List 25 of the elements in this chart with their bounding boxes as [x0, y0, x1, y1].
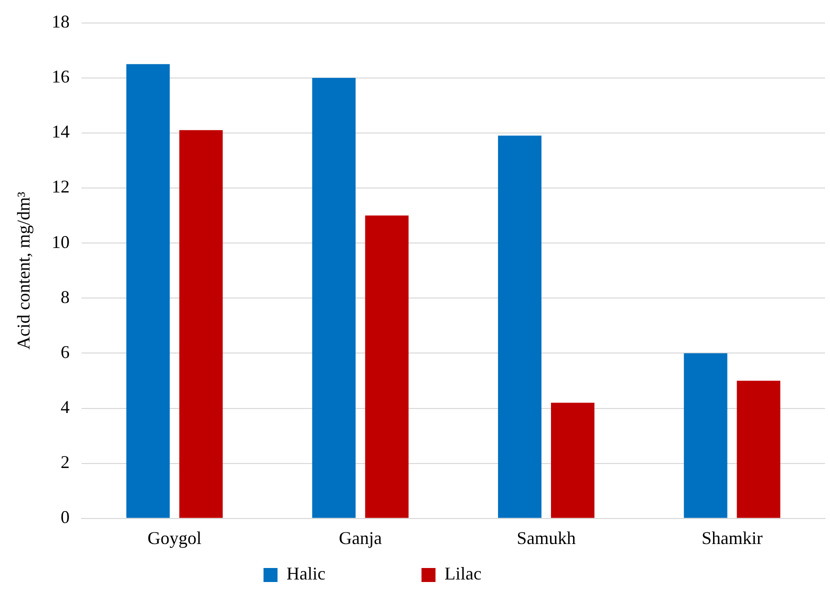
legend-label: Halic — [286, 564, 416, 584]
bar — [126, 64, 170, 518]
x-tick-label: Ganja — [338, 528, 382, 548]
x-tick-label: Goygol — [148, 528, 202, 548]
bar — [312, 78, 356, 518]
bar — [498, 136, 542, 518]
x-tick-label: Shamkir — [702, 528, 763, 548]
bar — [736, 380, 780, 518]
y-tick-label: 6 — [60, 342, 70, 362]
y-tick-label: 18 — [52, 12, 70, 32]
y-tick-label: 12 — [52, 176, 70, 197]
bar — [684, 353, 728, 518]
y-tick-label: 0 — [60, 507, 70, 528]
y-tick-label: 2 — [60, 452, 70, 472]
y-tick-label: 10 — [52, 232, 70, 252]
bar — [365, 216, 409, 518]
y-tick-label: 8 — [60, 286, 70, 307]
y-tick-label: 14 — [52, 122, 70, 142]
y-axis-title: Acid content, mg/dm³ — [14, 191, 34, 350]
bar — [550, 402, 594, 518]
y-tick-label: 16 — [52, 66, 70, 87]
bar — [179, 130, 223, 518]
x-tick-label: Samukh — [516, 528, 576, 548]
y-tick-label: 4 — [60, 397, 70, 417]
legend-label: Lilac — [444, 564, 572, 584]
